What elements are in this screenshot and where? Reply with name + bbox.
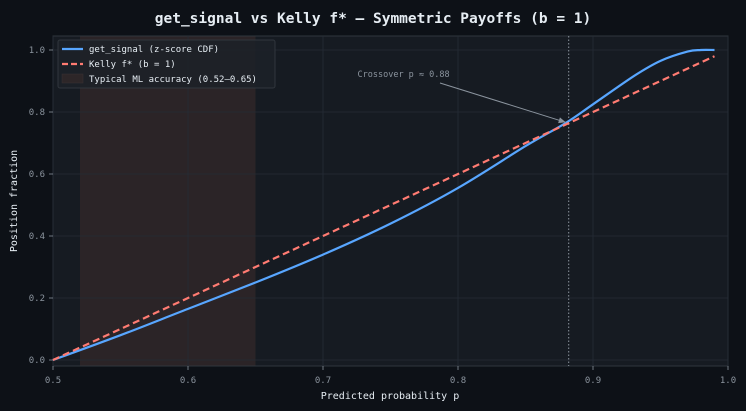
annotation-text: Crossover p ≈ 0.88 [358,70,450,80]
grid-lines [52,36,729,366]
x-tick-label: 0.9 [585,376,601,386]
legend-label-shaded: Typical ML accuracy (0.52–0.65) [89,75,257,85]
x-tick-label: 0.8 [450,376,466,386]
chart-title: get_signal vs Kelly f* — Symmetric Payof… [155,11,592,27]
y-tick-label: 0.2 [29,294,45,304]
y-tick-label: 0.8 [29,108,45,118]
legend-label-kelly: Kelly f* (b = 1) [89,60,176,70]
legend-label-get-signal: get_signal (z-score CDF) [89,45,219,55]
x-tick-label: 0.5 [45,376,61,386]
x-axis-label: Predicted probability p [321,391,459,402]
y-axis-label: Position fraction [9,150,20,252]
x-ticks: 0.5 0.6 0.7 0.8 0.9 1.0 [45,366,736,386]
x-tick-label: 1.0 [720,376,736,386]
x-tick-label: 0.7 [315,376,331,386]
legend-swatch-shaded [61,73,84,84]
series-get-signal [52,48,715,362]
annotation-arrow [439,82,566,123]
y-tick-label: 0.6 [29,170,45,180]
y-tick-label: 1.0 [29,46,45,56]
legend: get_signal (z-score CDF) Kelly f* (b = 1… [57,39,276,89]
crossover-annotation: Crossover p ≈ 0.88 [358,70,566,124]
y-ticks: 0.0 0.2 0.4 0.6 0.8 1.0 [29,46,53,366]
annotation-arrowhead-icon [558,117,566,124]
shaded-region [80,36,256,366]
legend-box [57,39,276,89]
y-tick-label: 0.0 [29,356,45,366]
series-kelly [52,55,715,361]
y-tick-label: 0.4 [29,232,45,242]
x-tick-label: 0.6 [180,376,196,386]
